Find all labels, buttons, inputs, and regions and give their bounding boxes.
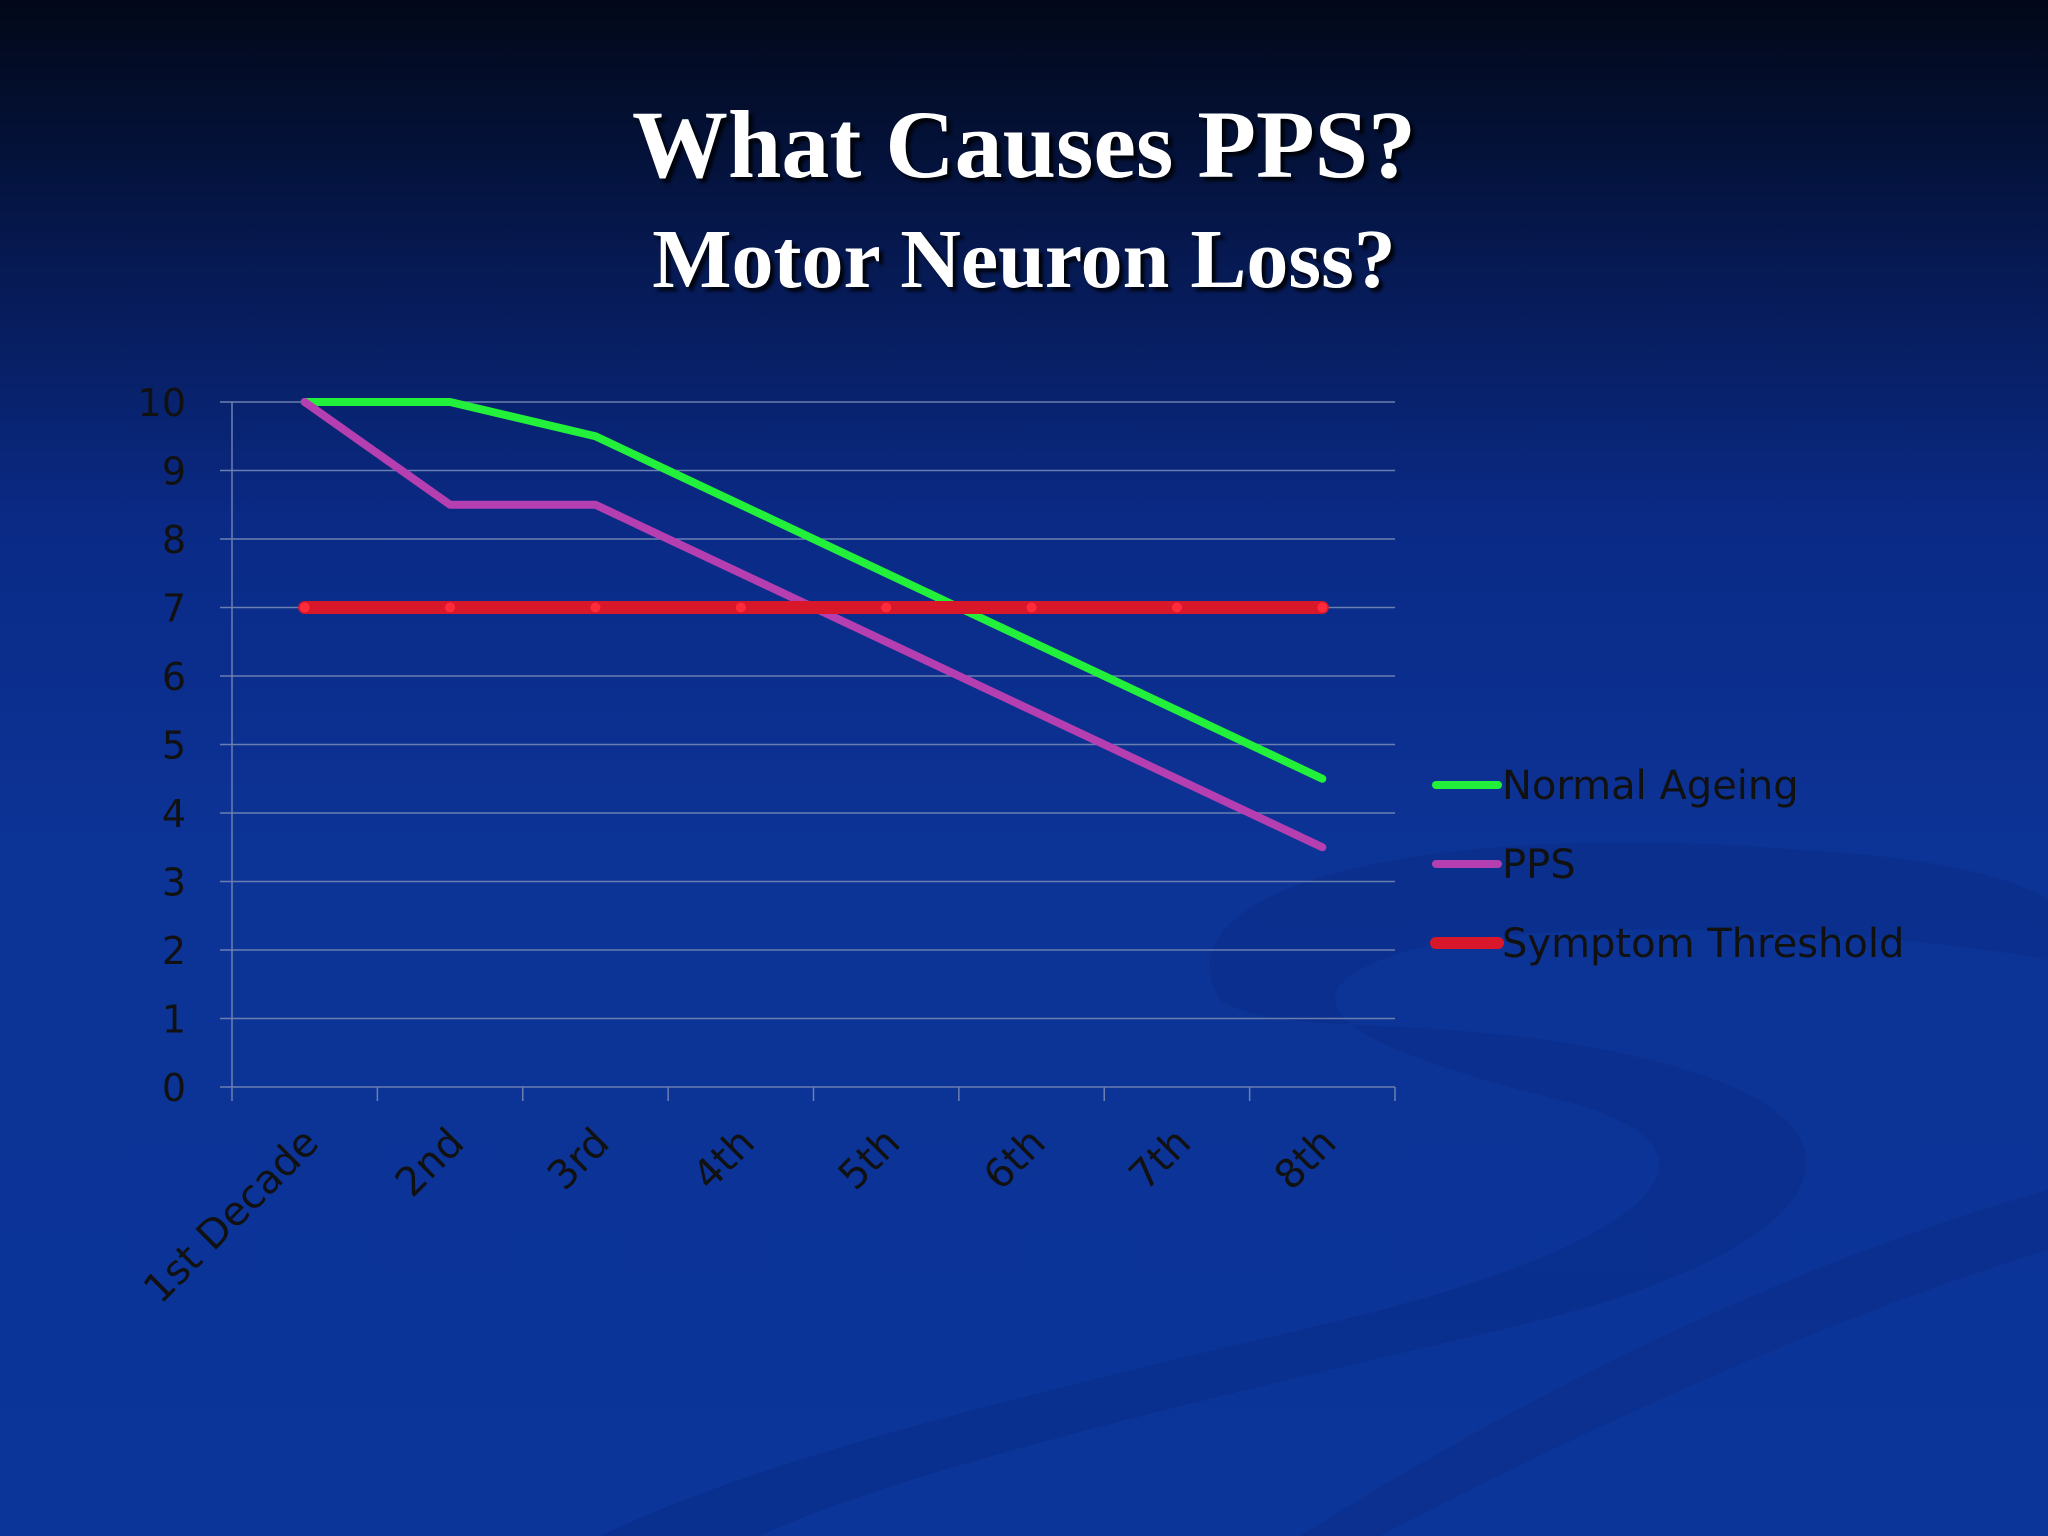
series-line: [300, 398, 1327, 783]
data-point: [445, 602, 456, 613]
data-point: [1171, 602, 1182, 613]
legend-label: PPS: [1502, 842, 1576, 888]
background-swoosh: [600, 842, 2048, 1536]
y-tick-label: 10: [138, 381, 186, 425]
y-tick-label: 0: [162, 1066, 186, 1110]
y-tick-label: 6: [162, 655, 186, 699]
slide-title: What Causes PPS?: [631, 91, 1417, 198]
y-tick-label: 8: [162, 518, 186, 562]
gridlines: [232, 401, 1395, 1020]
data-point: [735, 602, 746, 613]
y-tick-label: 9: [162, 450, 186, 494]
y-tick-label: 2: [162, 929, 186, 973]
data-point: [590, 602, 601, 613]
axes: [220, 401, 1396, 1101]
y-tick-label: 5: [162, 724, 186, 768]
y-tick-label: 3: [162, 861, 186, 905]
x-axis-ticks: 1st Decade 2nd 3rd 4th 5th 6th 7th 8th: [135, 1120, 1345, 1313]
y-axis-ticks: 0 1 2 3 4 5 6 7 8 9 10: [138, 381, 186, 1110]
slide-subtitle: Motor Neuron Loss?: [652, 213, 1396, 306]
x-tick-label: 6th: [975, 1120, 1055, 1200]
legend-label: Normal Ageing: [1502, 763, 1799, 809]
x-tick-label: 4th: [684, 1120, 764, 1200]
series-group: [298, 398, 1329, 852]
x-tick-label: 3rd: [539, 1120, 619, 1200]
y-tick-label: 7: [162, 587, 186, 631]
x-tick-label: 5th: [830, 1120, 910, 1200]
data-point: [1317, 602, 1328, 613]
x-tick-label: 8th: [1266, 1120, 1346, 1200]
y-tick-label: 4: [162, 792, 186, 836]
y-tick-label: 1: [162, 998, 186, 1042]
legend: Normal Ageing PPS Symptom Threshold: [1430, 763, 1904, 967]
series-line: [300, 398, 1327, 852]
x-tick-label: 1st Decade: [135, 1120, 328, 1313]
x-tick-label: 7th: [1120, 1120, 1200, 1200]
data-point: [881, 602, 892, 613]
legend-label: Symptom Threshold: [1502, 921, 1904, 967]
data-point: [1026, 602, 1037, 613]
data-point: [299, 602, 310, 613]
x-tick-label: 2nd: [387, 1120, 473, 1206]
